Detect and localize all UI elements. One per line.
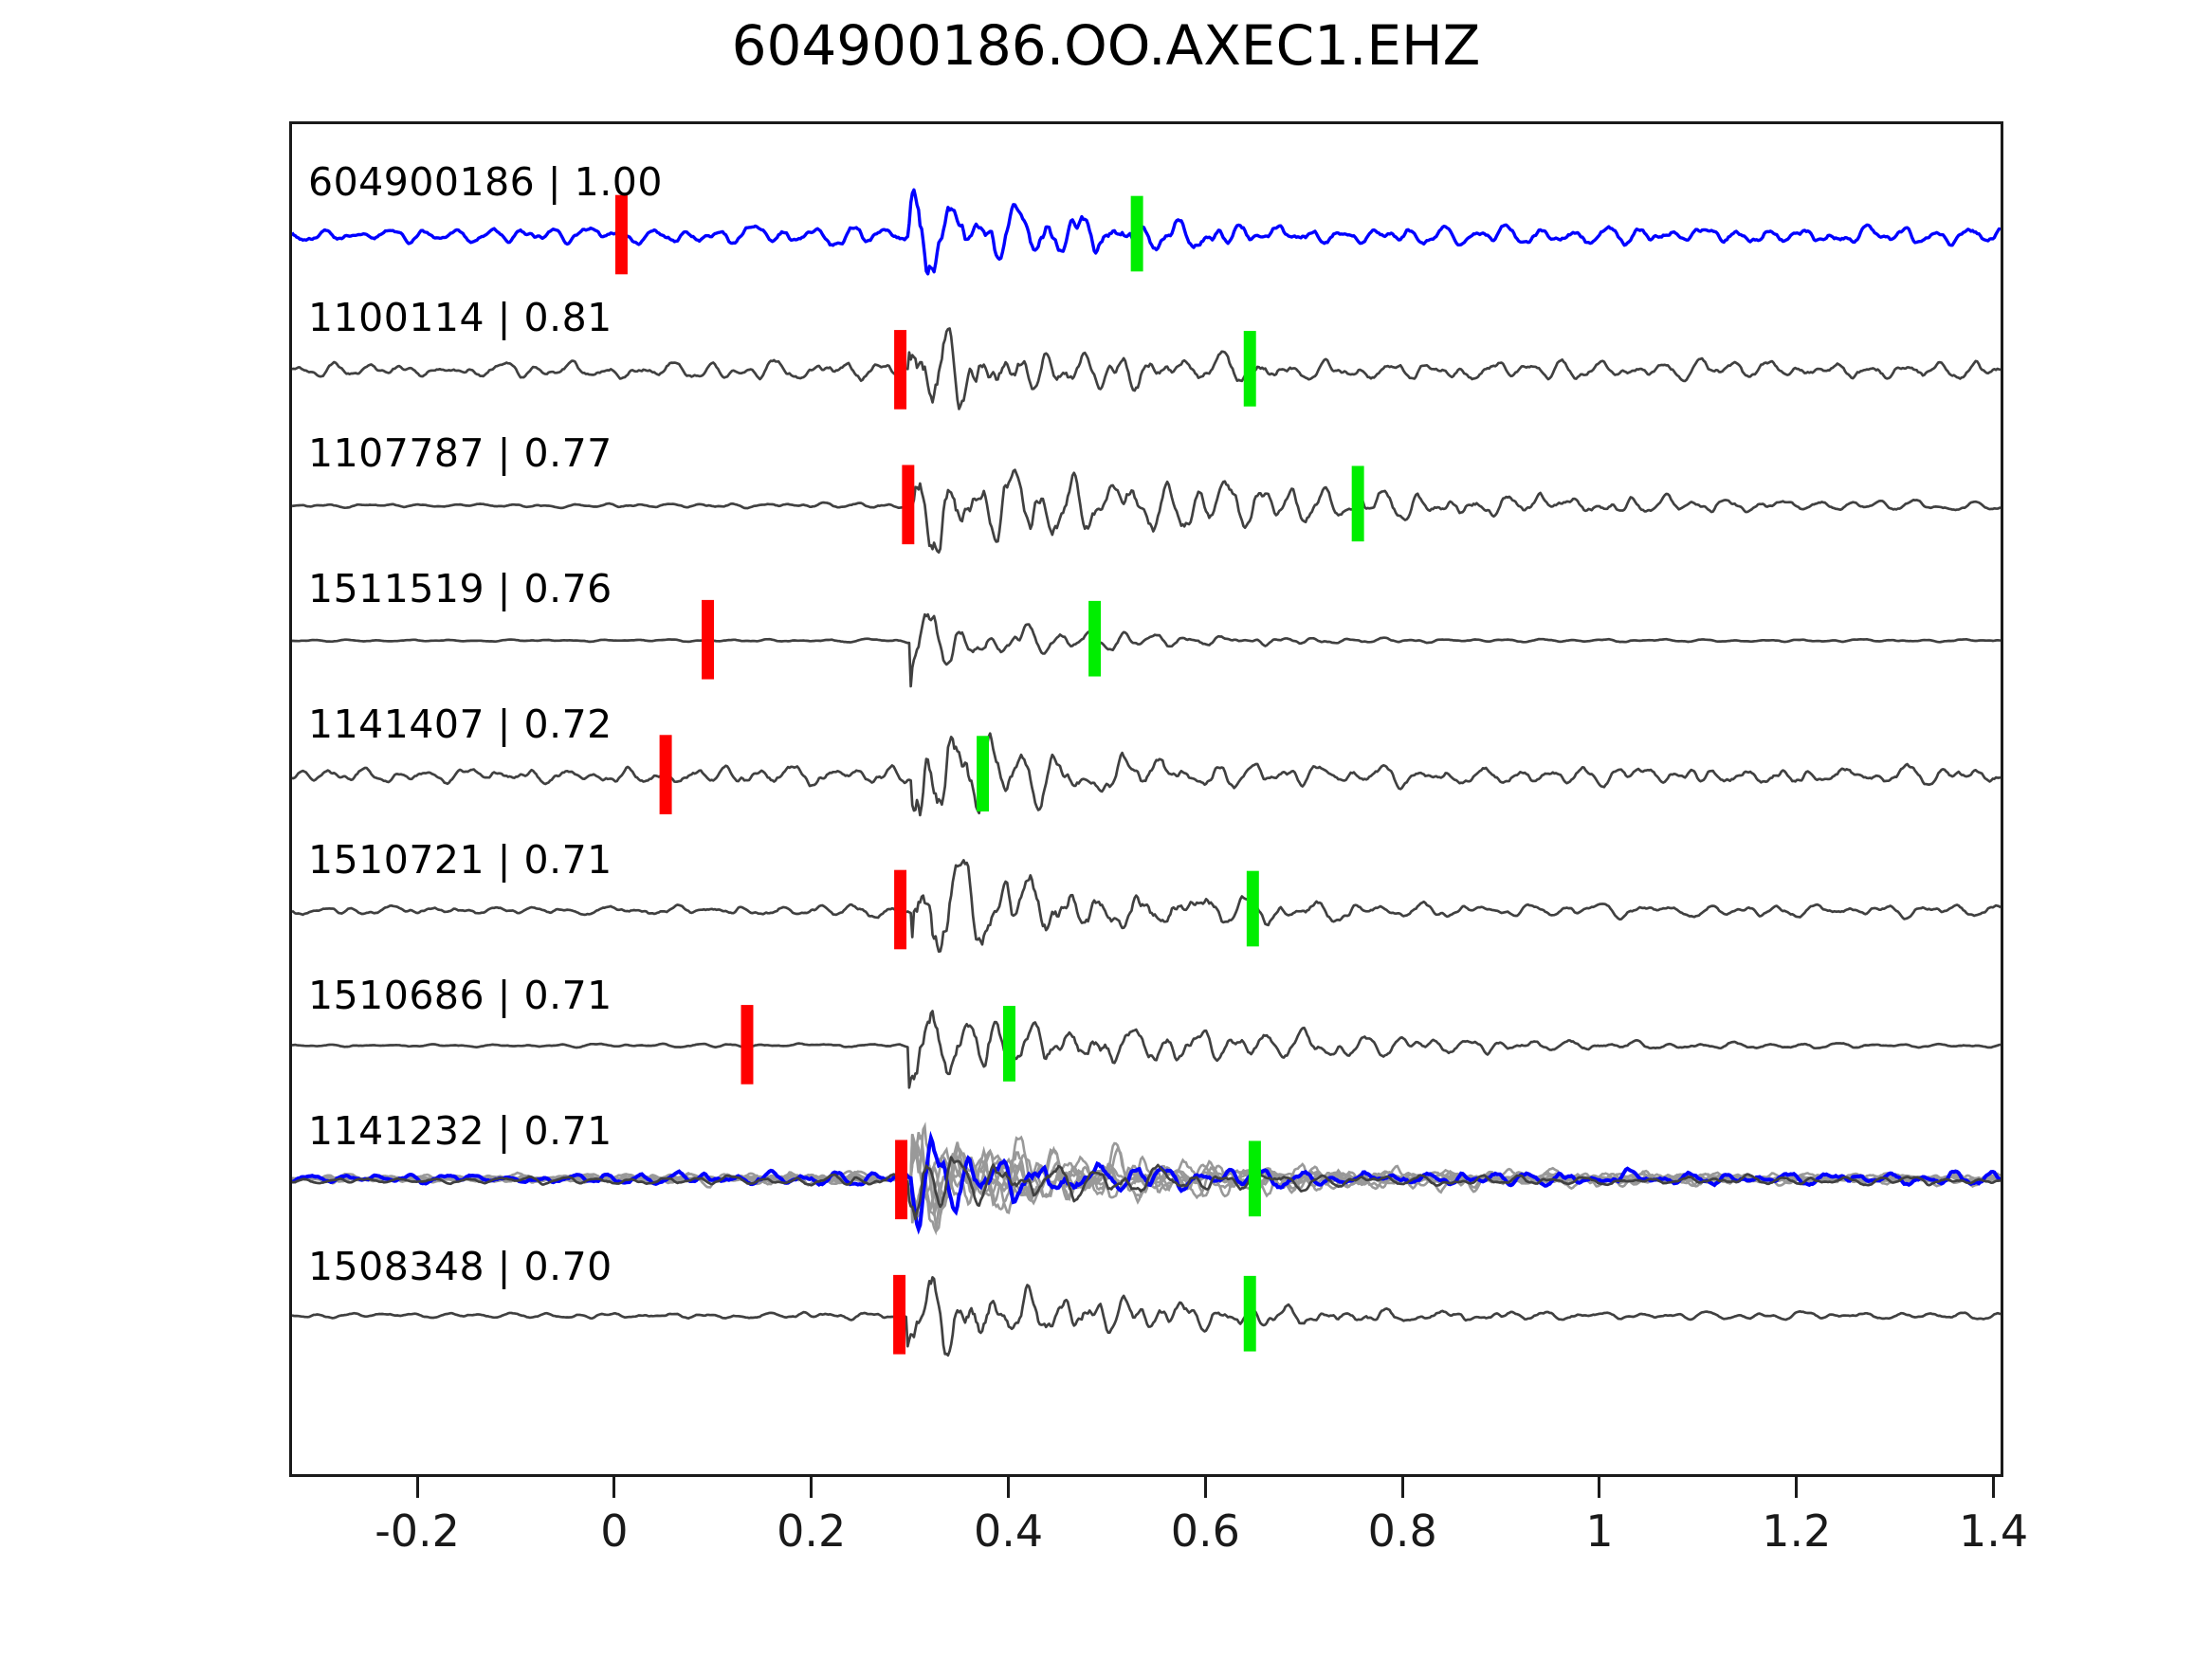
p-pick-marker[interactable] [740, 1005, 754, 1085]
x-tick-line [1598, 1477, 1601, 1498]
waveform-path [292, 327, 2001, 410]
waveform-trace-1511519[interactable] [292, 599, 2001, 688]
trace-label-1107787: 1107787 | 0.77 [308, 430, 612, 476]
waveform-trace-1100114[interactable] [292, 327, 2001, 410]
trace-label-1141407: 1141407 | 0.72 [308, 702, 612, 747]
x-tick-label: -0.2 [375, 1505, 460, 1557]
x-tick-line [1007, 1477, 1011, 1498]
waveform-trace-1508348[interactable] [292, 1274, 2001, 1358]
x-tick-line [1795, 1477, 1799, 1498]
x-axis: -0.2 0 0.2 0.4 0.6 0.8 1 1.2 1.4 [289, 1477, 2028, 1591]
waveform-trace-1510686[interactable] [292, 1005, 2001, 1089]
plot-area [289, 121, 2003, 1477]
x-tick-line [1992, 1477, 1996, 1498]
stack-overlay-trace [292, 1133, 2001, 1216]
x-tick-line [1400, 1477, 1404, 1498]
trace-label-604900186: 604900186 | 1.00 [308, 159, 663, 205]
x-tick-line [1203, 1477, 1207, 1498]
waveform-trace-1107787[interactable] [292, 465, 2001, 555]
x-tick-line [810, 1477, 814, 1498]
waveform-path [292, 188, 2001, 276]
p-pick-marker[interactable] [893, 1274, 906, 1355]
x-tick-label: 1 [1585, 1505, 1614, 1557]
p-pick-marker[interactable] [902, 465, 915, 545]
waveform-trace-1510721[interactable] [292, 859, 2001, 954]
waveform-path [292, 732, 2001, 817]
p-pick-marker[interactable] [894, 330, 907, 410]
p-pick-marker[interactable] [614, 194, 628, 275]
x-tick-label: 0.6 [1170, 1505, 1240, 1557]
waveform-path [292, 859, 2001, 954]
s-pick-marker[interactable] [1003, 1006, 1015, 1082]
x-tick-label: 0 [600, 1505, 629, 1557]
trace-label-1141232: 1141232 | 0.71 [308, 1108, 612, 1154]
waveform-path [292, 468, 2001, 555]
x-tick-label: 1.4 [1959, 1505, 2029, 1557]
waveform-canvas [292, 188, 2001, 1358]
trace-label-1510721: 1510721 | 0.71 [308, 837, 612, 883]
s-pick-marker[interactable] [977, 736, 990, 811]
p-pick-marker[interactable] [895, 1139, 908, 1220]
s-pick-marker[interactable] [1130, 195, 1143, 272]
x-tick-label: 1.2 [1762, 1505, 1832, 1557]
p-pick-marker[interactable] [702, 599, 715, 680]
p-pick-marker[interactable] [659, 735, 672, 814]
s-pick-marker[interactable] [1243, 331, 1256, 407]
x-tick-label: 0.4 [973, 1505, 1044, 1557]
trace-label-1100114: 1100114 | 0.81 [308, 295, 612, 340]
waveform-path [292, 1276, 2001, 1358]
waveform-trace-1141232[interactable] [292, 1139, 2001, 1221]
x-tick-line [415, 1477, 419, 1498]
s-pick-marker[interactable] [1246, 870, 1259, 947]
page-title: 604900186.OO.AXEC1.EHZ [731, 13, 1481, 78]
waveform-trace-1141407[interactable] [292, 732, 2001, 817]
p-pick-marker[interactable] [894, 869, 907, 950]
waveform-trace-604900186[interactable] [292, 188, 2001, 276]
s-pick-marker[interactable] [1351, 465, 1364, 542]
s-pick-marker[interactable] [1243, 1275, 1256, 1352]
trace-label-1508348: 1508348 | 0.70 [308, 1244, 612, 1289]
waveform-path [292, 612, 2001, 688]
waveform-path [292, 1010, 2001, 1089]
x-tick-label: 0.2 [777, 1505, 847, 1557]
trace-label-1511519: 1511519 | 0.76 [308, 566, 612, 611]
trace-label-1510686: 1510686 | 0.71 [308, 973, 612, 1018]
waveform-path [292, 1156, 2001, 1221]
s-pick-marker[interactable] [1088, 600, 1102, 677]
x-tick-line [612, 1477, 616, 1498]
x-tick-label: 0.8 [1367, 1505, 1437, 1557]
s-pick-marker[interactable] [1248, 1140, 1261, 1217]
